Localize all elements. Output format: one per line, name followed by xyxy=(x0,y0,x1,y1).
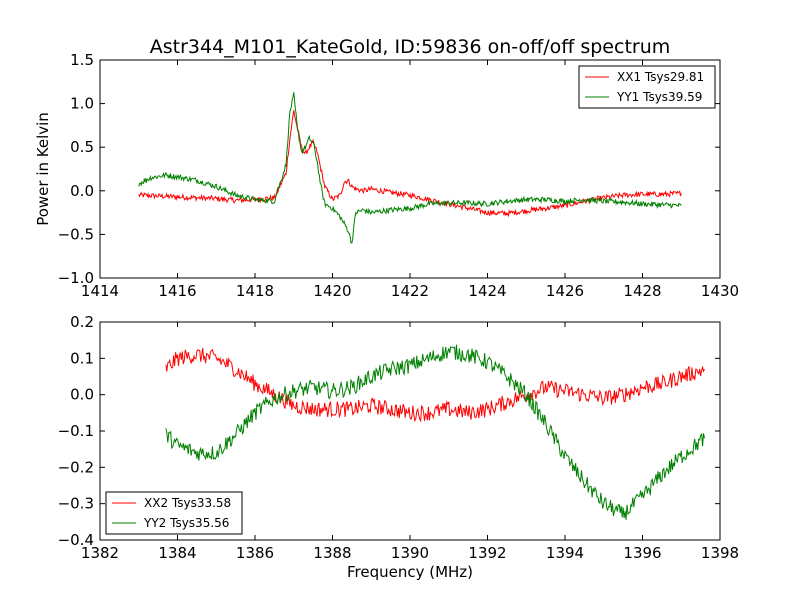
y-tick-label: −0.1 xyxy=(58,422,94,440)
x-tick-label: 1382 xyxy=(81,544,119,562)
x-tick-label: 1390 xyxy=(391,544,429,562)
top-panel: 1414 1416 1418 1420 1422 1424 1426 1428 1430 −1.0… xyxy=(34,51,739,300)
y-tick-label: 1.0 xyxy=(70,95,94,113)
y-tick-label: −0.4 xyxy=(58,531,94,549)
top-plot-frame xyxy=(99,59,721,279)
x-tick-label: 1422 xyxy=(391,282,429,300)
x-tick-label: 1386 xyxy=(236,544,274,562)
x-tick-label: 1416 xyxy=(158,282,196,300)
series-line-xx2 xyxy=(165,347,705,423)
bottom-x-axis-label: Frequency (MHz) xyxy=(347,563,473,581)
legend-label: YY1 Tsys39.59 xyxy=(616,90,702,104)
series-line-yy1 xyxy=(138,92,682,244)
series-line-yy2 xyxy=(165,344,705,520)
x-tick-label: 1398 xyxy=(701,544,739,562)
y-tick-label: −1.0 xyxy=(58,269,94,287)
x-tick-label: 1414 xyxy=(81,282,119,300)
y-tick-label: 1.5 xyxy=(70,51,94,69)
x-tick-label: 1384 xyxy=(158,544,196,562)
x-tick-label: 1424 xyxy=(468,282,506,300)
x-tick-label: 1426 xyxy=(546,282,584,300)
bottom-panel: 1382 1384 1386 1388 1390 1392 1394 1396 1398 −0.4… xyxy=(58,313,740,581)
bottom-legend: XX2 Tsys33.58 YY2 Tsys35.56 xyxy=(105,491,243,535)
y-tick-label: −0.2 xyxy=(58,458,94,476)
y-tick-label: 0.2 xyxy=(70,313,94,331)
legend-label: XX2 Tsys33.58 xyxy=(144,496,231,510)
x-tick-label: 1428 xyxy=(623,282,661,300)
y-tick-label: 0.1 xyxy=(70,349,94,367)
x-tick-label: 1430 xyxy=(701,282,739,300)
top-y-axis-label: Power in Kelvin xyxy=(34,112,52,226)
y-tick-label: −0.3 xyxy=(58,495,94,513)
x-tick-label: 1392 xyxy=(468,544,506,562)
bottom-plot-frame xyxy=(99,321,721,541)
x-tick-label: 1394 xyxy=(546,544,584,562)
legend-label: XX1 Tsys29.81 xyxy=(617,70,704,84)
y-tick-label: 0.0 xyxy=(70,386,94,404)
y-tick-label: 0.5 xyxy=(70,138,94,156)
legend-label: YY2 Tsys35.56 xyxy=(143,516,229,530)
x-tick-label: 1418 xyxy=(236,282,274,300)
y-tick-label: −0.5 xyxy=(58,225,94,243)
chart-title: Astr344_M101_KateGold, ID:59836 on-off/o… xyxy=(150,36,671,58)
legend-box xyxy=(578,65,716,109)
top-legend: XX1 Tsys29.81 YY1 Tsys39.59 xyxy=(578,65,716,109)
legend-box xyxy=(105,491,243,535)
x-tick-label: 1396 xyxy=(623,544,661,562)
x-tick-label: 1420 xyxy=(313,282,351,300)
x-tick-label: 1388 xyxy=(313,544,351,562)
y-tick-label: 0.0 xyxy=(70,182,94,200)
